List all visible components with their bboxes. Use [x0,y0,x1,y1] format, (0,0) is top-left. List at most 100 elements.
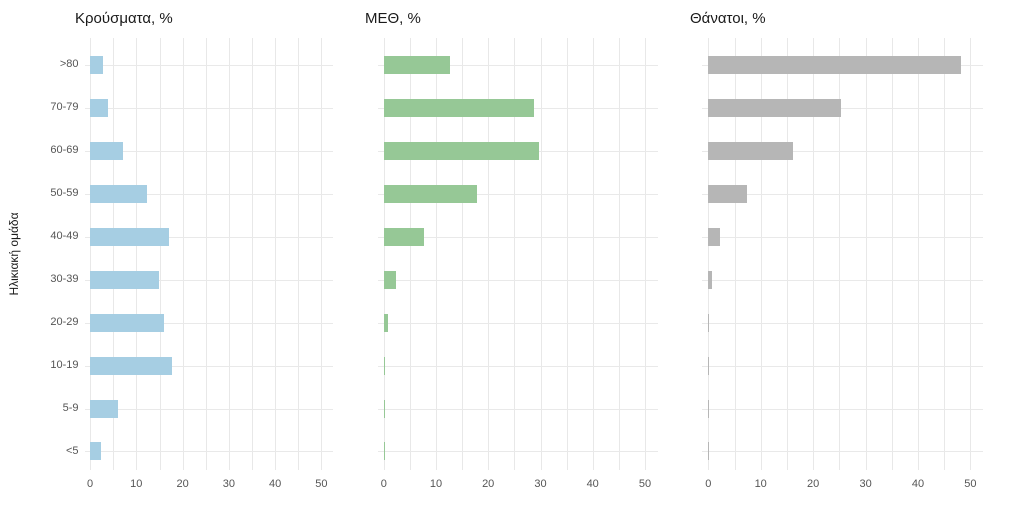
gridline-horizontal [377,64,658,66]
gridline-vertical [970,38,972,470]
bar-40-49 [90,227,170,246]
panel-title-deaths: Θάνατοι, % [690,10,766,27]
plot-area-cases [84,38,333,470]
y-axis-title: Ηλικιακή ομάδα [7,212,21,296]
gridline-vertical [321,38,323,470]
gridline-horizontal [377,279,658,281]
gridline-horizontal [702,322,983,324]
bar-60-69 [383,141,539,160]
gridline-horizontal [377,365,658,367]
bar-30-39 [383,270,396,289]
bar-50-59 [90,184,148,203]
gridline-vertical [182,38,184,470]
gridline-vertical [734,38,736,470]
bar-40-49 [708,227,721,246]
bar-<5 [708,442,709,461]
gridline-vertical [645,38,646,470]
y-tick-label: 50-59 [50,186,79,199]
x-tick-label: 30 [534,478,547,490]
gridline-horizontal [84,451,333,453]
gridline-horizontal [377,408,658,410]
gridline-horizontal [377,193,658,195]
gridline-horizontal [84,150,333,152]
y-tick-label: >80 [59,57,79,70]
x-tick-label: 10 [754,478,767,490]
gridline-vertical [436,38,437,470]
x-tick-label: 20 [806,478,820,490]
bar->80 [90,55,104,74]
gridline-vertical [298,38,300,470]
gridline-horizontal [84,408,333,410]
bar-5-9 [383,399,385,418]
gridline-horizontal [377,451,658,453]
gridline-horizontal [377,322,658,324]
x-tick-label: 20 [482,478,495,490]
bar-20-29 [708,313,709,332]
gridline-vertical [865,38,867,470]
gridline-horizontal [84,236,333,238]
gridline-horizontal [702,365,983,367]
gridline-horizontal [84,365,333,367]
gridline-horizontal [702,408,983,410]
bar-30-39 [90,270,160,289]
gridline-horizontal [84,193,333,195]
gridline-vertical [113,38,115,470]
y-tick-label: <5 [65,444,79,457]
x-tick-label: 30 [222,478,236,490]
y-tick-label: 70-79 [50,100,79,113]
gridline-horizontal [377,236,658,238]
plot-area-icu [377,38,658,470]
x-tick-label: 50 [315,478,328,490]
gridline-horizontal [84,64,333,66]
x-tick-label: 30 [859,478,872,490]
gridline-vertical [275,38,277,470]
bar-10-19 [383,356,386,375]
x-tick-label: 20 [176,478,189,490]
gridline-vertical [618,38,620,470]
y-tick-label: 10-19 [50,358,79,371]
x-tick-label: 40 [268,478,282,490]
bar-40-49 [383,227,425,246]
bar-60-69 [90,141,124,160]
bar-70-79 [383,98,535,117]
x-tick-label: 0 [705,478,712,490]
y-tick-label: 60-69 [50,143,79,156]
bar-<5 [90,442,101,461]
x-tick-label: 50 [638,478,652,490]
gridline-vertical [462,38,464,470]
gridline-vertical [136,38,138,470]
panel-title-cases: Κρούσματα, % [75,10,173,27]
gridline-vertical [252,38,253,470]
x-tick-label: 40 [911,478,925,490]
gridline-vertical [891,38,893,470]
gridline-horizontal [702,451,983,453]
y-tick-label: 5-9 [62,401,79,414]
gridline-horizontal [702,193,983,195]
bar-10-19 [708,356,709,375]
gridline-vertical [514,38,516,470]
bar-30-39 [708,270,712,289]
gridline-vertical [786,38,788,470]
x-tick-label: 10 [130,478,143,490]
gridline-vertical [228,38,230,470]
gridline-horizontal [702,150,983,152]
bar-10-19 [90,356,172,375]
gridline-vertical [540,38,542,470]
x-tick-label: 0 [87,478,94,490]
gridline-horizontal [84,107,333,109]
bar-5-9 [90,399,118,418]
gridline-vertical [488,38,490,470]
gridline-horizontal [702,236,983,238]
gridline-vertical [839,38,841,470]
x-tick-label: 50 [964,478,977,490]
gridline-vertical [918,38,919,470]
x-tick-label: 0 [380,478,387,490]
bar-<5 [383,442,385,461]
bar->80 [383,55,451,74]
bar-50-59 [383,184,478,203]
bar->80 [708,55,962,74]
bar-60-69 [708,141,793,160]
plot-area-deaths [702,38,983,470]
panel-title-icu: ΜΕΘ, % [365,10,421,27]
